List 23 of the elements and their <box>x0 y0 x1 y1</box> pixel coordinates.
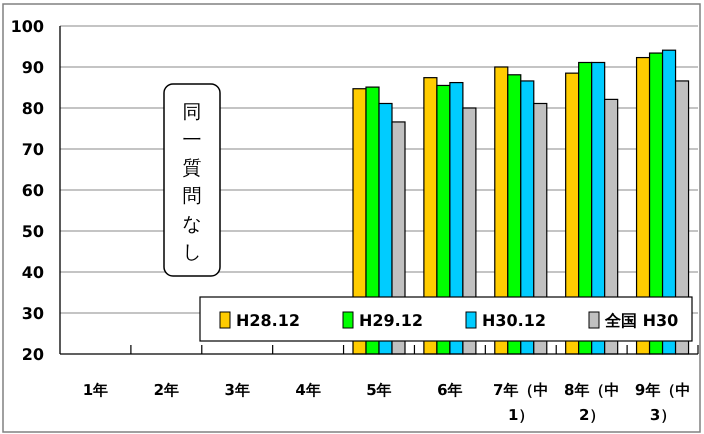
y-tick-label: 50 <box>22 222 44 241</box>
annotation: 同一質問なし <box>182 101 202 263</box>
y-tick-label: 80 <box>22 99 44 118</box>
x-tick-label: 8年（中2） <box>562 380 620 426</box>
y-tick-label: 40 <box>22 263 44 282</box>
x-tick-label: 2年 <box>152 380 180 401</box>
x-tick-label: 7年（中1） <box>492 380 550 426</box>
y-tick-label: 70 <box>22 140 44 159</box>
y-tick-label: 20 <box>22 345 44 364</box>
legend-label: H28.12 <box>236 311 300 330</box>
y-tick-label: 90 <box>22 58 44 77</box>
y-tick-label: 100 <box>10 17 44 36</box>
x-tick-label: 3年 <box>224 380 251 401</box>
y-tick-label: 60 <box>22 181 44 200</box>
x-tick-label: 5年 <box>365 380 393 401</box>
y-tick-label: 30 <box>22 304 44 323</box>
x-tick-label: 1年 <box>82 380 110 401</box>
x-tick-label: 6年 <box>436 380 464 401</box>
x-tick-label: 9年（中3） <box>634 380 692 426</box>
x-tick-label: 4年 <box>294 380 322 401</box>
legend-label: H29.12 <box>359 311 423 330</box>
legend-label: 全国 H30 <box>604 311 678 330</box>
legend-label: H30.12 <box>482 311 546 330</box>
